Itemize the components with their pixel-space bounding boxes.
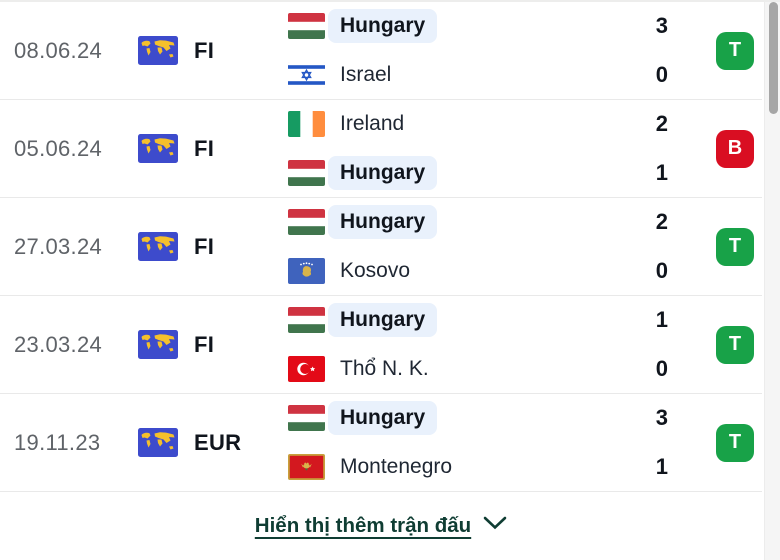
hungary-flag-icon: [288, 13, 325, 40]
hungary-flag-icon: [288, 405, 325, 432]
away-team-name[interactable]: Hungary: [328, 155, 438, 190]
match-date: 08.06.24: [14, 37, 103, 63]
match-row[interactable]: 23.03.24 FI: [0, 296, 762, 394]
home-team-name[interactable]: Ireland: [340, 112, 405, 136]
home-team: Hungary: [288, 2, 618, 51]
away-team: Thổ N. K.: [288, 345, 618, 394]
match-date: 23.03.24: [14, 331, 103, 357]
match-row[interactable]: 19.11.23 EUR: [0, 394, 762, 492]
scrollbar-thumb[interactable]: [769, 2, 778, 114]
away-team: Kosovo: [288, 247, 618, 296]
away-score: 1: [655, 453, 668, 479]
competition: FI: [138, 296, 214, 393]
away-score: 0: [655, 257, 668, 283]
teams-column: Hungary Montenegro: [288, 394, 618, 491]
teams-column: Hungary Kosovo: [288, 198, 618, 295]
home-team: Ireland: [288, 100, 618, 149]
home-team: Hungary: [288, 296, 618, 345]
competition-label: FI: [194, 135, 215, 161]
competition-label: EUR: [194, 429, 242, 455]
montenegro-flag-icon: [288, 453, 325, 480]
hungary-flag-icon: [288, 307, 325, 334]
turkey-flag-icon: [288, 355, 325, 382]
world-map-icon: [138, 428, 178, 457]
away-team-name[interactable]: Thổ N. K.: [340, 356, 429, 380]
match-row[interactable]: 05.06.24 FI: [0, 100, 762, 198]
match-list: 08.06.24 FI: [0, 2, 762, 492]
score-column: 2 1: [612, 100, 668, 197]
home-team-name[interactable]: Hungary: [328, 205, 438, 240]
footer: Hiển thị thêm trận đấu: [0, 492, 762, 559]
world-map-icon: [138, 330, 178, 359]
competition: FI: [138, 100, 214, 197]
competition: FI: [138, 198, 214, 295]
home-team: Hungary: [288, 198, 618, 247]
hungary-flag-icon: [288, 159, 325, 186]
israel-flag-icon: [288, 61, 325, 88]
away-score: 1: [655, 159, 668, 185]
home-score: 2: [655, 209, 668, 235]
competition-label: FI: [194, 37, 215, 63]
chevron-down-icon: [483, 516, 507, 536]
hungary-flag-icon: [288, 209, 325, 236]
away-score: 0: [655, 355, 668, 381]
show-more-label: Hiển thị thêm trận đấu: [254, 513, 472, 537]
result-badge[interactable]: T: [716, 31, 754, 70]
home-team: Hungary: [288, 394, 618, 443]
match-date: 05.06.24: [14, 135, 103, 161]
competition: EUR: [138, 394, 241, 491]
score-column: 2 0: [612, 198, 668, 295]
match-row[interactable]: 08.06.24 FI: [0, 2, 762, 100]
home-team-name[interactable]: Hungary: [328, 401, 438, 436]
match-date: 27.03.24: [14, 233, 103, 259]
home-score: 3: [655, 13, 668, 39]
away-team-name[interactable]: Montenegro: [340, 454, 453, 478]
world-map-icon: [138, 36, 178, 65]
competition-label: FI: [194, 233, 215, 259]
home-team-name[interactable]: Hungary: [328, 303, 438, 338]
show-more-matches-link[interactable]: Hiển thị thêm trận đấu: [255, 514, 507, 538]
match-date: 19.11.23: [14, 429, 101, 455]
away-team: Israel: [288, 51, 618, 100]
home-score: 1: [655, 307, 668, 333]
result-badge[interactable]: T: [716, 423, 754, 462]
score-column: 3 0: [612, 2, 668, 99]
teams-column: Hungary Israel: [288, 2, 618, 99]
competition: FI: [138, 2, 214, 99]
home-team-name[interactable]: Hungary: [328, 9, 438, 44]
world-map-icon: [138, 134, 178, 163]
away-score: 0: [655, 61, 668, 87]
world-map-icon: [138, 232, 178, 261]
home-score: 3: [655, 405, 668, 431]
away-team-name[interactable]: Israel: [340, 62, 392, 86]
result-badge[interactable]: T: [716, 227, 754, 266]
score-column: 1 0: [612, 296, 668, 393]
result-badge[interactable]: B: [716, 129, 754, 168]
home-score: 2: [655, 111, 668, 137]
kosovo-flag-icon: [288, 257, 325, 284]
away-team: Hungary: [288, 149, 618, 198]
score-column: 3 1: [612, 394, 668, 491]
competition-label: FI: [194, 331, 215, 357]
match-row[interactable]: 27.03.24 FI: [0, 198, 762, 296]
teams-column: Hungary Thổ N. K.: [288, 296, 618, 393]
away-team-name[interactable]: Kosovo: [340, 258, 411, 282]
teams-column: Ireland Hungary: [288, 100, 618, 197]
ireland-flag-icon: [288, 111, 325, 138]
result-badge[interactable]: T: [716, 325, 754, 364]
scrollbar-track[interactable]: [764, 2, 780, 560]
away-team: Montenegro: [288, 443, 618, 492]
